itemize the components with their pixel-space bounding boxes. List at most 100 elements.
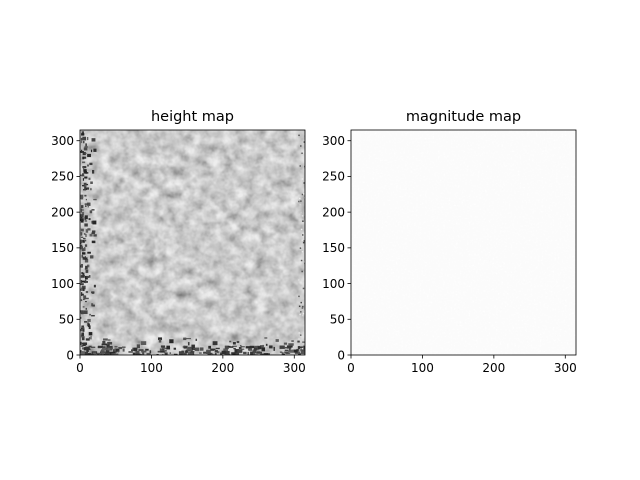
height-map-dark-speckle bbox=[214, 350, 218, 353]
height-map-dark-speckle bbox=[228, 346, 234, 348]
height-map-dark-speckle bbox=[210, 353, 214, 355]
height-map-dark-speckle bbox=[84, 351, 88, 355]
height-map-dark-speckle bbox=[85, 291, 89, 293]
height-map-dark-speckle bbox=[91, 220, 94, 224]
height-map-dark-speckle bbox=[80, 341, 82, 346]
height-map-dark-speckle bbox=[82, 136, 87, 141]
height-map-dark-speckle bbox=[208, 345, 212, 349]
height-map-dark-speckle bbox=[80, 137, 84, 140]
height-map-edge-speckle bbox=[302, 305, 304, 308]
height-map-dark-speckle bbox=[173, 353, 178, 355]
height-map-dark-speckle bbox=[187, 347, 192, 350]
height-map-dark-speckle bbox=[145, 348, 149, 351]
height-map-edge-speckle bbox=[300, 266, 302, 268]
x-tick-label: 100 bbox=[411, 361, 434, 375]
height-map-dark-speckle bbox=[82, 151, 86, 156]
height-map-dark-speckle bbox=[163, 347, 168, 350]
height-map-dark-speckle bbox=[102, 340, 106, 345]
height-map-edge-speckle bbox=[299, 203, 302, 206]
height-map-dark-speckle bbox=[85, 269, 89, 273]
height-map-edge-speckle bbox=[302, 312, 305, 315]
height-map-dark-speckle bbox=[181, 354, 185, 355]
height-map-dark-speckle bbox=[195, 338, 198, 341]
height-map-dark-speckle bbox=[84, 186, 87, 191]
height-map-edge-speckle bbox=[301, 193, 304, 196]
height-map-dark-speckle bbox=[80, 149, 83, 154]
height-map-dark-speckle bbox=[210, 348, 215, 351]
height-map-dark-speckle bbox=[88, 332, 93, 336]
height-map-dark-speckle bbox=[90, 255, 94, 259]
height-map-dark-speckle bbox=[82, 252, 86, 255]
height-map-dark-speckle bbox=[82, 178, 84, 181]
height-map-dark-speckle bbox=[261, 353, 265, 355]
height-map-dark-speckle bbox=[294, 351, 299, 355]
height-map-dark-speckle bbox=[199, 352, 202, 354]
height-map-dark-speckle bbox=[86, 346, 88, 351]
height-map-dark-speckle bbox=[282, 353, 285, 355]
height-map-dark-speckle bbox=[80, 194, 84, 198]
x-tick-label: 300 bbox=[554, 361, 577, 375]
height-map-dark-speckle bbox=[91, 240, 96, 244]
height-map-dark-speckle bbox=[105, 350, 110, 353]
height-map-dark-speckle bbox=[301, 348, 305, 352]
height-map-dark-speckle bbox=[85, 229, 89, 233]
height-map-dark-speckle bbox=[84, 152, 87, 154]
height-map-dark-speckle bbox=[83, 247, 86, 252]
height-map-dark-speckle bbox=[80, 246, 84, 250]
height-map-dark-speckle bbox=[85, 307, 87, 310]
height-map-frame bbox=[79, 129, 306, 356]
height-map-dark-speckle bbox=[302, 341, 305, 343]
height-map-dark-speckle bbox=[93, 198, 97, 201]
height-map-dark-speckle bbox=[80, 232, 83, 236]
height-map-dark-speckle bbox=[91, 291, 95, 294]
height-map-dark-speckle bbox=[261, 347, 266, 352]
height-map-dark-speckle bbox=[169, 352, 172, 354]
height-map-dark-speckle bbox=[226, 350, 230, 355]
height-map-dark-speckle bbox=[80, 351, 85, 355]
height-map-dark-speckle bbox=[156, 353, 159, 355]
height-map-dark-speckle bbox=[82, 326, 84, 330]
height-map-dark-speckle bbox=[297, 340, 300, 343]
height-map-dark-speckle bbox=[191, 344, 195, 349]
height-map-dark-speckle bbox=[138, 349, 144, 351]
height-map-edge-speckle bbox=[303, 182, 305, 184]
height-map-dark-speckle bbox=[232, 345, 237, 347]
height-map-edge-speckle bbox=[301, 239, 304, 241]
height-map-dark-speckle bbox=[81, 139, 83, 144]
height-map-dark-speckle bbox=[87, 153, 92, 158]
height-map-dark-speckle bbox=[142, 351, 145, 355]
height-map-dark-speckle bbox=[83, 343, 85, 346]
height-map-dark-speckle bbox=[87, 228, 91, 231]
height-map-dark-speckle bbox=[88, 325, 91, 330]
height-map-dark-speckle bbox=[224, 353, 229, 355]
height-map-dark-speckle bbox=[84, 223, 88, 227]
height-map-dark-speckle bbox=[85, 265, 88, 269]
height-map-edge-speckle bbox=[301, 258, 303, 260]
height-map-dark-speckle bbox=[262, 344, 265, 348]
x-tick-label: 100 bbox=[140, 361, 163, 375]
magnitude-map-speckle bbox=[351, 130, 576, 355]
height-map-dark-speckle bbox=[81, 332, 85, 337]
height-map-dark-speckle bbox=[107, 339, 111, 341]
height-map-texture bbox=[80, 130, 305, 355]
height-map-dark-speckle bbox=[293, 349, 298, 353]
height-map-edge-speckle bbox=[299, 165, 301, 167]
height-map-dark-speckle bbox=[83, 141, 85, 144]
y-tick-label: 50 bbox=[330, 313, 345, 327]
height-map-dark-speckle bbox=[158, 339, 162, 343]
height-map-dark-speckle bbox=[92, 220, 97, 225]
height-map-dark-speckle bbox=[265, 343, 268, 346]
height-map-dark-speckle bbox=[82, 256, 85, 260]
height-map-dark-speckle bbox=[102, 346, 106, 348]
height-map-dark-speckle bbox=[82, 272, 85, 277]
height-map-dark-speckle bbox=[183, 337, 187, 341]
height-map-dark-speckle bbox=[106, 351, 113, 355]
height-map-dark-speckle bbox=[160, 350, 166, 353]
height-map-dark-speckle bbox=[84, 220, 88, 222]
height-map-dark-speckle bbox=[90, 181, 93, 184]
height-map-dark-speckle bbox=[140, 354, 143, 355]
height-map-dark-speckle bbox=[111, 353, 115, 355]
height-map-dark-speckle bbox=[80, 218, 84, 222]
height-map-edge-speckle bbox=[298, 279, 300, 281]
y-tick-label: 100 bbox=[51, 277, 74, 291]
